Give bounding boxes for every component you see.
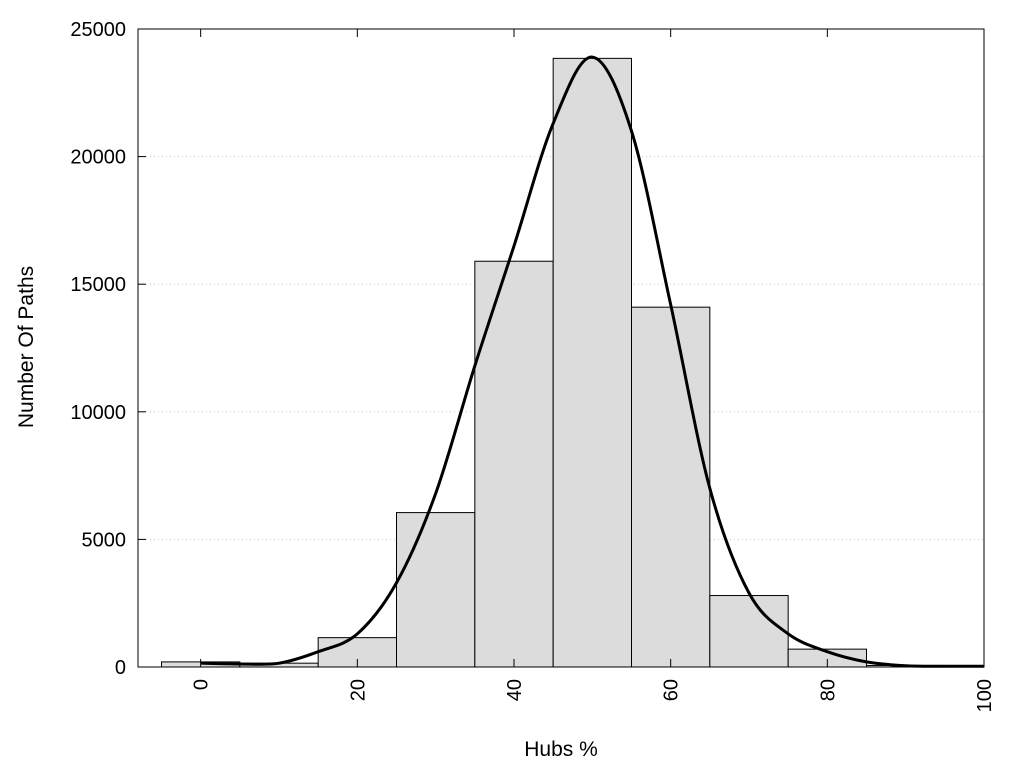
histogram-bars xyxy=(161,57,985,668)
y-tick-label: 0 xyxy=(115,657,126,679)
grid-lines xyxy=(138,156,984,540)
x-tick-label: 60 xyxy=(661,679,683,701)
y-tick-label: 5000 xyxy=(82,529,127,551)
y-tick-label: 10000 xyxy=(70,402,126,424)
x-tick-label: 100 xyxy=(974,679,996,712)
histogram-bar xyxy=(709,595,789,668)
y-tick-label: 25000 xyxy=(70,19,126,41)
density-curve xyxy=(200,55,985,668)
plot-frame xyxy=(137,28,985,668)
x-axis-ticks: 0 20 40 60 80 100 xyxy=(191,29,996,712)
y-tick-label: 20000 xyxy=(70,147,126,169)
histogram-bar xyxy=(474,260,554,668)
y-axis-label: Number Of Paths xyxy=(15,266,38,428)
histogram-bar xyxy=(631,306,711,668)
histogram-bar xyxy=(552,57,633,668)
x-tick-label: 80 xyxy=(817,679,839,701)
x-tick-label: 20 xyxy=(347,679,369,701)
y-tick-label: 15000 xyxy=(70,274,126,296)
x-tick-label: 0 xyxy=(191,679,213,690)
x-tick-label: 40 xyxy=(504,679,526,701)
x-axis-label: Hubs % xyxy=(524,738,598,761)
y-axis-ticks: 0 5000 10000 15000 20000 25000 xyxy=(70,19,146,679)
histogram-bar xyxy=(396,512,476,668)
density-curve-layer xyxy=(200,55,985,668)
